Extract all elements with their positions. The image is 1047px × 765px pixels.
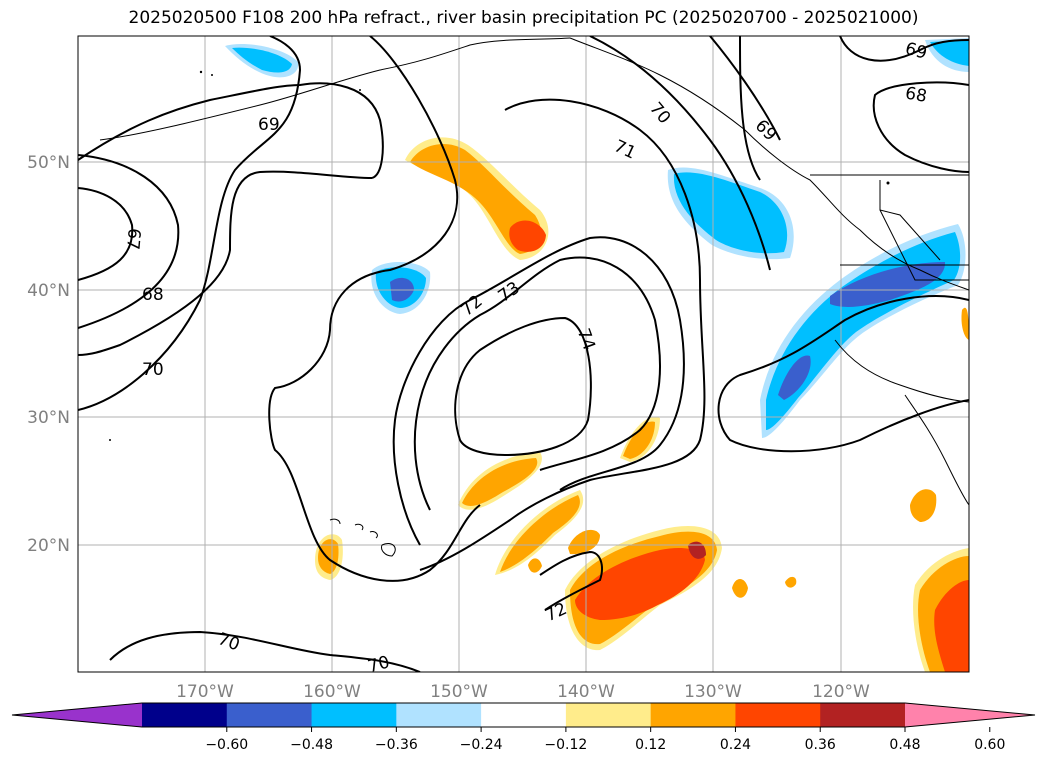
shade-orange-dots: [910, 489, 937, 522]
contour-69-top: [709, 36, 781, 141]
colorbar-segment: [311, 703, 397, 727]
lon-label: 130°W: [684, 682, 742, 702]
contour-70: [78, 36, 302, 411]
longitude-labels: 170°W 160°W 150°W 140°W 130°W 120°W: [176, 682, 870, 702]
colorbar-tick-label: 0.48: [889, 737, 920, 753]
colorbar-segment: [565, 703, 652, 727]
colorbar-tick-label: −0.24: [460, 737, 503, 753]
lon-label: 120°W: [812, 682, 870, 702]
contour-74: [454, 316, 592, 457]
lon-label: 160°W: [303, 682, 361, 702]
coastlines: [99, 37, 969, 557]
lon-label: 170°W: [176, 682, 234, 702]
contour-72-bottom: [539, 550, 603, 611]
precip-shading: [225, 38, 969, 672]
map-frame: [77, 35, 970, 673]
contour-label: 70: [142, 360, 164, 380]
colorbar-tick-label: 0.36: [805, 737, 836, 753]
latitude-labels: 50°N 40°N 30°N 20°N: [27, 153, 70, 556]
colorbar: [11, 702, 1036, 728]
contour-67: [78, 187, 134, 281]
contour-label: 68: [904, 83, 929, 106]
colorbar-tick-label: 0.60: [974, 737, 1005, 753]
colorbar-tick-label: 0.24: [720, 737, 751, 753]
contour-label: 70: [366, 652, 392, 677]
refractivity-contours: [78, 36, 969, 672]
alaska-coast: [99, 37, 571, 141]
contour-70-east: [717, 295, 969, 453]
lon-label: 140°W: [557, 682, 615, 702]
hawaii-coast: [329, 518, 396, 557]
colorbar-extend-min: [12, 703, 142, 727]
lat-label: 40°N: [27, 281, 70, 301]
colorbar-segment: [820, 703, 906, 727]
contour-label: 69: [258, 115, 280, 135]
colorbar-tick-label: −0.12: [544, 737, 587, 753]
colorbar-tick-label: −0.36: [375, 737, 418, 753]
colorbar-segment: [481, 703, 567, 727]
contour-73: [413, 256, 661, 511]
contour-69: [78, 82, 384, 179]
contour-label: 68: [142, 285, 164, 305]
contour-69-ne: [839, 36, 969, 62]
colorbar-extend-max: [905, 703, 1035, 727]
colorbar-segment: [735, 703, 821, 727]
contour-68-ne: [872, 81, 969, 173]
contour-72: [392, 236, 685, 546]
lat-label: 20°N: [27, 536, 70, 556]
contour-70-bottom: [109, 630, 421, 672]
map-area: 67 68 69 70 71 72 73 74 70 72 70 69 69 6…: [78, 36, 969, 677]
colorbar-segment: [650, 703, 736, 727]
lon-label: 150°W: [430, 682, 488, 702]
contour-70-top: [589, 36, 771, 271]
colorbar-tick-label: −0.48: [290, 737, 333, 753]
colorbar-outline: [11, 702, 1036, 728]
contour-71: [419, 98, 706, 571]
colorbar-segment: [396, 703, 482, 727]
contour-label: 67: [122, 227, 144, 250]
contour-68: [78, 154, 180, 329]
contour-70-ne: [739, 36, 761, 181]
islands: [109, 70, 890, 441]
colorbar-segment: [226, 703, 313, 727]
lat-label: 50°N: [27, 153, 70, 173]
map-title: 2025020500 F108 200 hPa refract., river …: [128, 8, 919, 28]
colorbar-ticks: −0.60 −0.48 −0.36 −0.24 −0.12 0.12 0.24 0.36 0.4…: [205, 727, 1005, 753]
colorbar-segment: [142, 703, 228, 727]
graticule: [78, 36, 969, 672]
lat-label: 30°N: [27, 408, 70, 428]
colorbar-tick-label: −0.60: [205, 737, 248, 753]
colorbar-tick-label: 0.12: [635, 737, 666, 753]
